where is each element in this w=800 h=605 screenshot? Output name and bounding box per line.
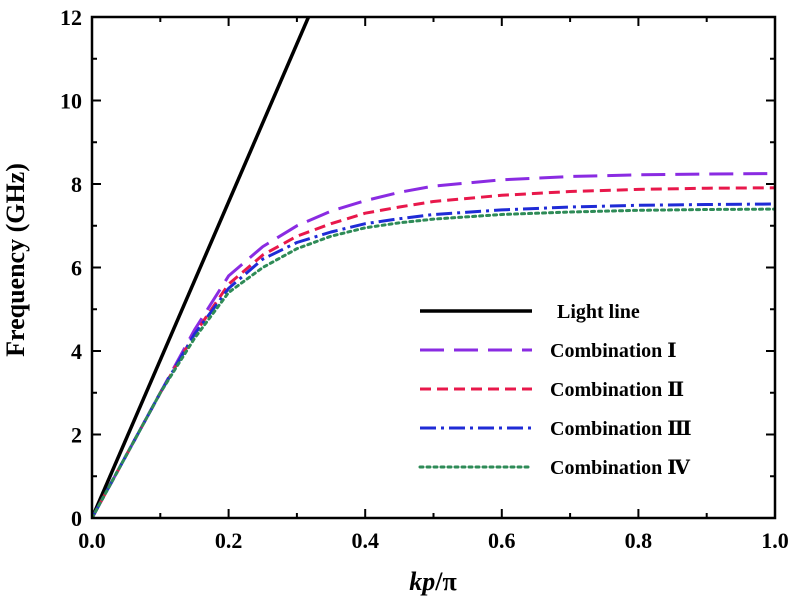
y-tick-label: 10 [60,89,82,114]
legend-label-1: Light line [557,301,640,323]
series-line-5 [92,207,775,518]
x-axis-title: kp/π [409,567,456,596]
x-tick-label: 0.0 [78,528,106,553]
x-axis-title-italic: kp [409,567,435,596]
legend: Light line Combination Ⅰ Combination Ⅱ Comb… [418,301,692,479]
x-tick-label: 0.4 [351,528,379,553]
x-tick-label: 0.2 [215,528,243,553]
series-line-1 [92,17,311,518]
tick-labels: 0.0 0.2 0.4 0.6 0.8 1.0 0 2 4 6 8 10 12 [60,5,789,553]
x-tick-label: 0.6 [488,528,516,553]
y-tick-label: 0 [71,506,82,531]
legend-label-2: Combination Ⅰ [550,340,677,362]
x-tick-label: 0.8 [625,528,653,553]
x-tick-label: 1.0 [761,528,789,553]
legend-label-4: Combination Ⅲ [550,418,692,440]
series-lines [92,17,775,518]
y-tick-label: 12 [60,5,82,30]
axis-ticks [91,16,776,519]
y-tick-label: 2 [71,423,82,448]
legend-label-5: Combination Ⅳ [550,457,690,479]
plot-frame [90,15,777,520]
y-tick-label: 8 [71,172,82,197]
y-tick-label: 6 [71,256,82,281]
y-axis-title: Frequency (GHz) [1,163,30,357]
x-axis-title-rest: /π [434,567,456,596]
legend-label-3: Combination Ⅱ [550,379,684,401]
y-tick-label: 4 [71,339,82,364]
